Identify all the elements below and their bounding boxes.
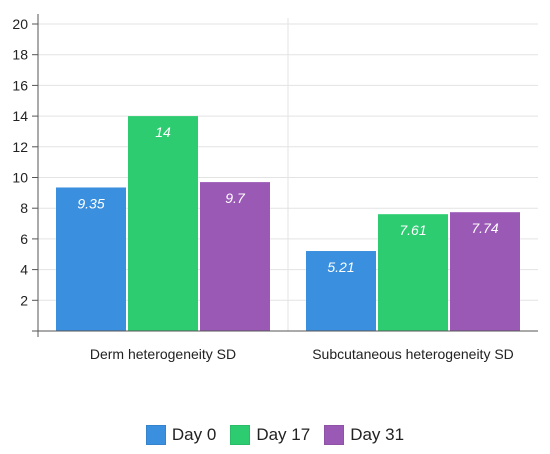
x-tick-label: Derm heterogeneity SD bbox=[90, 346, 236, 362]
bar bbox=[450, 212, 520, 331]
legend-label: Day 17 bbox=[256, 425, 311, 444]
y-tick-label: 16 bbox=[12, 77, 28, 93]
bar bbox=[378, 214, 448, 331]
data-label: 14 bbox=[155, 124, 171, 140]
y-tick-label: 10 bbox=[12, 170, 28, 186]
y-tick-label: 6 bbox=[20, 231, 28, 247]
bars bbox=[56, 116, 520, 331]
y-tick-label: 4 bbox=[20, 262, 28, 278]
y-tick-label: 18 bbox=[12, 47, 28, 63]
bar bbox=[56, 187, 126, 331]
legend-label: Day 0 bbox=[171, 425, 217, 444]
legend: Day 0 Day 17 Day 31 bbox=[0, 425, 550, 445]
data-label: 7.61 bbox=[399, 222, 426, 238]
data-label: 7.74 bbox=[471, 220, 498, 236]
bar bbox=[200, 182, 270, 331]
y-tick-label: 20 bbox=[12, 16, 28, 32]
y-tick-label: 12 bbox=[12, 139, 28, 155]
y-tick-label: 14 bbox=[12, 108, 28, 124]
bar-chart: 2 4 6 8 10 12 14 16 18 20 9.35 14 9.7 Derm heterogene… bbox=[12, 14, 538, 362]
bar bbox=[306, 251, 376, 331]
legend-item[interactable]: Day 17 bbox=[230, 425, 310, 445]
legend-label: Day 31 bbox=[350, 425, 405, 444]
data-label: 9.35 bbox=[77, 195, 104, 211]
legend-swatch bbox=[145, 425, 166, 445]
legend-swatch bbox=[324, 425, 345, 445]
y-tick-label: 2 bbox=[20, 292, 28, 308]
x-tick-label: Subcutaneous heterogeneity SD bbox=[312, 346, 514, 362]
axes bbox=[32, 14, 538, 337]
data-label: 9.7 bbox=[225, 190, 246, 206]
bar bbox=[128, 116, 198, 331]
y-tick-label: 8 bbox=[20, 200, 28, 216]
legend-swatch bbox=[230, 425, 251, 445]
data-label: 5.21 bbox=[327, 259, 354, 275]
labels: 2 4 6 8 10 12 14 16 18 20 9.35 14 9.7 Derm heterogene… bbox=[12, 16, 513, 362]
legend-item[interactable]: Day 31 bbox=[324, 425, 404, 445]
legend-item[interactable]: Day 0 bbox=[145, 425, 217, 445]
